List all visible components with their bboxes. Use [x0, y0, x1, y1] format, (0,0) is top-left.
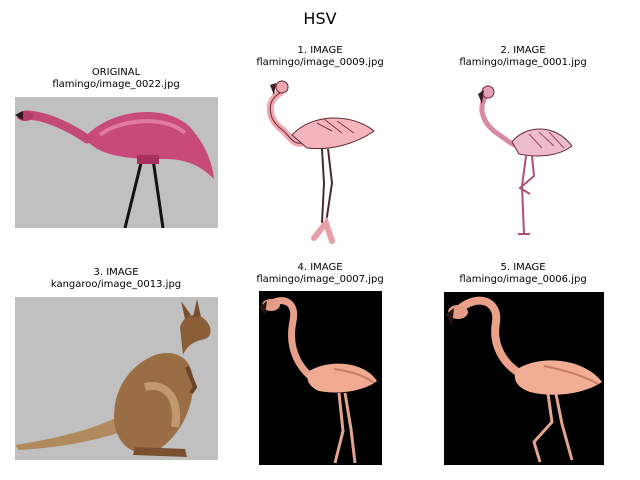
caption-filename: flamingo/image_0022.jpg [52, 79, 180, 90]
panel-caption-5: 5. IMAGE flamingo/image_0006.jpg [393, 262, 640, 286]
caption-label: 4. IMAGE [297, 262, 343, 273]
caption-label: 1. IMAGE [297, 45, 343, 56]
caption-label: 3. IMAGE [93, 267, 139, 278]
kangaroo-image [15, 297, 218, 460]
original-flamingo-image [15, 97, 218, 228]
flamingo-black-bg-image-4 [259, 291, 382, 465]
caption-filename: flamingo/image_0007.jpg [256, 274, 384, 285]
caption-filename: flamingo/image_0006.jpg [459, 274, 587, 285]
flamingo-black-bg-image-5 [444, 292, 604, 465]
panel-caption-original: ORIGINAL flamingo/image_0022.jpg [0, 67, 246, 91]
caption-filename: flamingo/image_0001.jpg [459, 57, 587, 68]
panel-caption-1: 1. IMAGE flamingo/image_0009.jpg [190, 45, 450, 69]
flamingo-sketch-image [262, 73, 377, 248]
flamingo-drawing-image [474, 76, 576, 236]
caption-filename: kangaroo/image_0013.jpg [50, 279, 182, 290]
panel-caption-2: 2. IMAGE flamingo/image_0001.jpg [393, 45, 640, 69]
caption-label: 5. IMAGE [500, 262, 546, 273]
panel-caption-3: 3. IMAGE kangaroo/image_0013.jpg [0, 267, 246, 291]
figure-title: HSV [303, 9, 337, 28]
panel-caption-4: 4. IMAGE flamingo/image_0007.jpg [190, 262, 450, 286]
caption-label: ORIGINAL [91, 67, 141, 78]
caption-filename: flamingo/image_0009.jpg [256, 57, 384, 68]
caption-label: 2. IMAGE [500, 45, 546, 56]
